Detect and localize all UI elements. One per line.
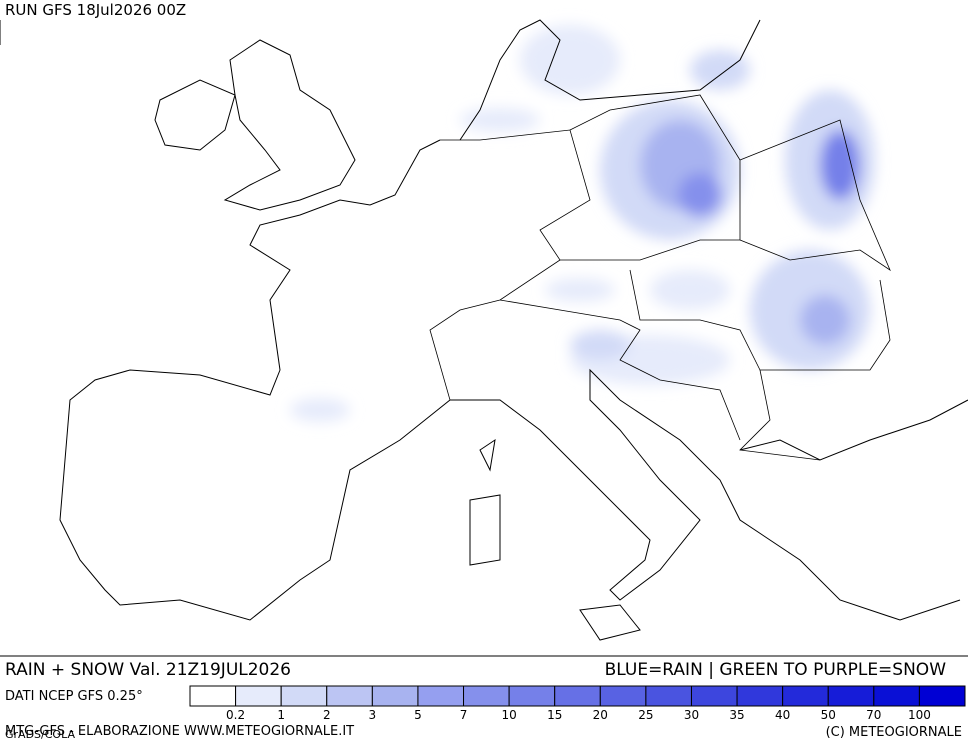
legend-swatch <box>599 685 647 707</box>
legend-swatch <box>417 685 465 707</box>
precipitation <box>290 25 875 422</box>
header-box <box>0 0 218 20</box>
legend-label: 20 <box>593 708 608 722</box>
credit-label: MTG-GFS - ELABORAZIONE WWW.METEOGIORNALE… <box>5 724 354 739</box>
legend-swatch <box>508 685 556 707</box>
legend-swatch <box>371 685 419 707</box>
legend-label: 100 <box>908 708 931 722</box>
source-label: DATI NCEP GFS 0.25° <box>5 689 143 704</box>
legend-label: 3 <box>369 708 377 722</box>
legend-label: 7 <box>460 708 468 722</box>
copyright-label: (C) METEOGIORNALE <box>826 725 962 740</box>
legend-label: 0.2 <box>226 708 245 722</box>
legend-label: 15 <box>547 708 562 722</box>
legend-swatch <box>280 685 328 707</box>
legend-swatch <box>235 685 282 707</box>
coastlines <box>0 0 968 641</box>
legend-label: 10 <box>501 708 516 722</box>
legend-swatch <box>827 685 875 707</box>
legend-swatch <box>326 685 373 707</box>
legend-swatch <box>463 685 510 707</box>
legend-label: 70 <box>866 708 881 722</box>
legend-swatch <box>782 685 829 707</box>
legend-swatch <box>554 685 601 707</box>
legend-swatch <box>690 685 738 707</box>
legend-swatch <box>918 685 966 707</box>
color-legend: 0.2 1 2 3 5 7 10 15 20 25 30 35 40 50 70 100 <box>189 685 966 722</box>
legend-label: 30 <box>684 708 699 722</box>
legend-label: 1 <box>277 708 285 722</box>
legend-label: 25 <box>638 708 653 722</box>
borders <box>429 94 891 461</box>
legend-label: 5 <box>414 708 422 722</box>
legend-label: 35 <box>729 708 744 722</box>
software-label: GrADS/COLA <box>5 728 75 741</box>
legend-label: 40 <box>775 708 790 722</box>
legend-swatch <box>645 685 692 707</box>
legend-swatch <box>189 685 237 707</box>
legend-label: 2 <box>323 708 331 722</box>
map-key: BLUE=RAIN | GREEN TO PURPLE=SNOW <box>605 660 947 680</box>
legend-swatch <box>873 685 920 707</box>
legend-label: 50 <box>821 708 836 722</box>
run-label: RUN GFS 18Jul2026 00Z <box>5 1 186 19</box>
legend-swatch <box>736 685 784 707</box>
map-title: RAIN + SNOW Val. 21Z19JUL2026 <box>5 660 291 680</box>
